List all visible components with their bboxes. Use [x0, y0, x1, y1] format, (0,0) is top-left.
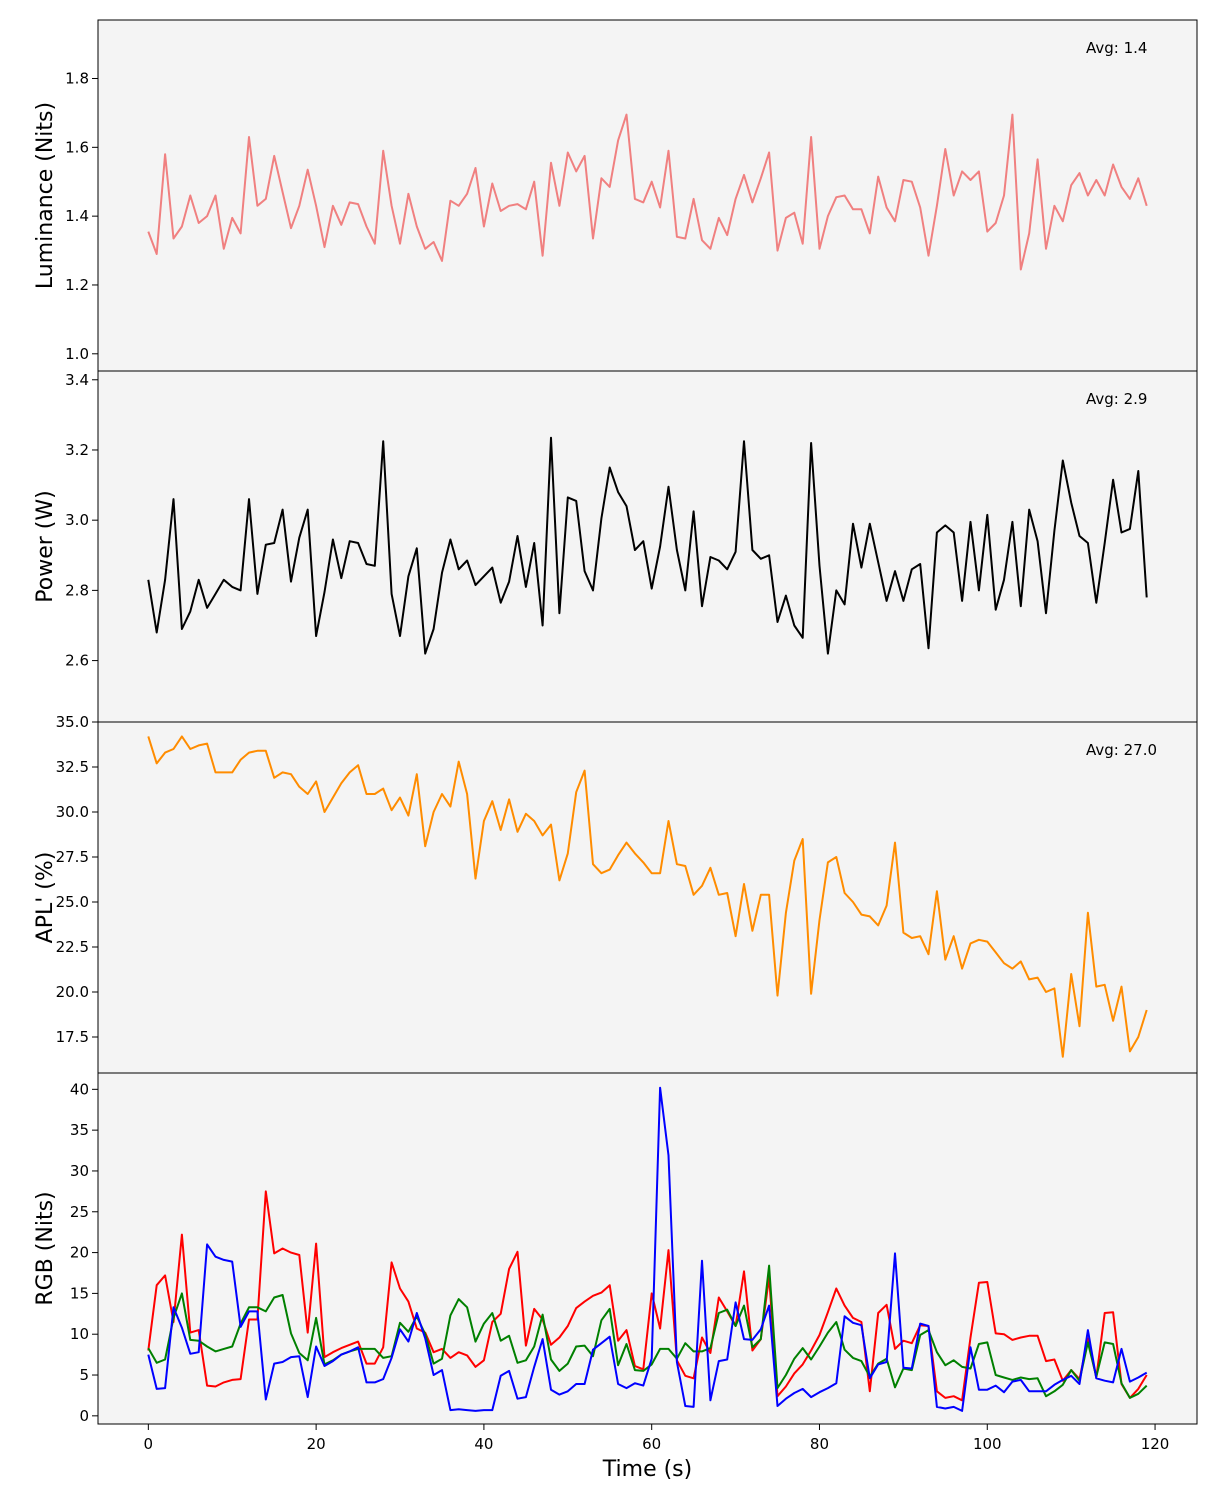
panel-1: 1.0 1.2 1.4 1.6 1.8 Luminance (Nits) Avg: 1.4: [33, 19, 1198, 372]
avg-annotation: Avg: 2.9: [1086, 390, 1147, 408]
y-tick-label: 2.8: [65, 581, 89, 599]
y-tick-label: 35: [70, 1121, 89, 1139]
avg-annotation: Avg: 27.0: [1086, 741, 1157, 759]
plot-area: [98, 722, 1197, 1073]
y-tick-label: 35.0: [56, 713, 89, 731]
plot-area: [98, 371, 1197, 722]
y-axis-label: RGB (Nits): [33, 1191, 58, 1305]
x-tick-label: 20: [307, 1435, 326, 1453]
y-tick-label: 27.5: [56, 848, 89, 866]
panel-frame: [97, 1072, 1198, 1425]
y-tick-label: 30: [70, 1162, 89, 1180]
y-tick-label: 3.0: [65, 511, 89, 529]
y-tick-label: 10: [70, 1325, 89, 1343]
y-axis-label: Power (W): [33, 490, 58, 602]
y-tick-label: 25: [70, 1203, 89, 1221]
series-line-1: [147, 1190, 1148, 1402]
y-tick-label: 20.0: [56, 983, 89, 1001]
panel-4: 0 5 10 15 20 25 30 35 40 RGB (Nits): [33, 1072, 1198, 1425]
y-tick-label: 25.0: [56, 893, 89, 911]
x-tick-label: 80: [810, 1435, 829, 1453]
y-tick-label: 3.2: [65, 441, 89, 459]
plot-area: [98, 20, 1197, 371]
series-line-1: [147, 735, 1148, 1058]
y-tick-label: 0: [79, 1407, 89, 1425]
series-line-1: [147, 436, 1148, 655]
panel-3: 17.5 20.0 22.5 25.0 27.5 30.0 32.5 35.0 APL' (%)…: [33, 713, 1198, 1074]
y-tick-label: 40: [70, 1080, 89, 1098]
y-tick-label: 2.6: [65, 652, 89, 670]
y-tick-label: 5: [79, 1366, 89, 1384]
y-axis-label: Luminance (Nits): [33, 102, 58, 289]
x-tick-label: 40: [474, 1435, 493, 1453]
x-axis: 0 20 40 60 80 100 120 Time (s): [144, 1424, 1170, 1482]
x-tick-label: 0: [144, 1435, 154, 1453]
panel-2: 2.6 2.8 3.0 3.2 3.4 Power (W) Avg: 2.9: [33, 370, 1198, 723]
y-tick-label: 30.0: [56, 803, 89, 821]
x-axis-label: Time (s): [602, 1457, 692, 1482]
series-line-2: [147, 1264, 1148, 1399]
y-tick-label: 1.4: [65, 207, 89, 225]
x-tick-label: 120: [1141, 1435, 1170, 1453]
series-line-1: [147, 113, 1148, 271]
y-tick-label: 1.2: [65, 276, 89, 294]
series-line-3: [147, 1086, 1148, 1412]
y-tick-label: 22.5: [56, 938, 89, 956]
y-tick-label: 1.6: [65, 138, 89, 156]
y-tick-label: 15: [70, 1284, 89, 1302]
y-tick-label: 32.5: [56, 758, 89, 776]
y-tick-label: 1.8: [65, 70, 89, 88]
x-tick-label: 60: [642, 1435, 661, 1453]
avg-annotation: Avg: 1.4: [1086, 39, 1147, 57]
y-tick-label: 3.4: [65, 371, 89, 389]
y-axis-label: APL' (%): [33, 852, 58, 944]
y-tick-label: 17.5: [56, 1028, 89, 1046]
y-tick-label: 20: [70, 1244, 89, 1262]
x-tick-label: 100: [973, 1435, 1002, 1453]
y-tick-label: 1.0: [65, 345, 89, 363]
